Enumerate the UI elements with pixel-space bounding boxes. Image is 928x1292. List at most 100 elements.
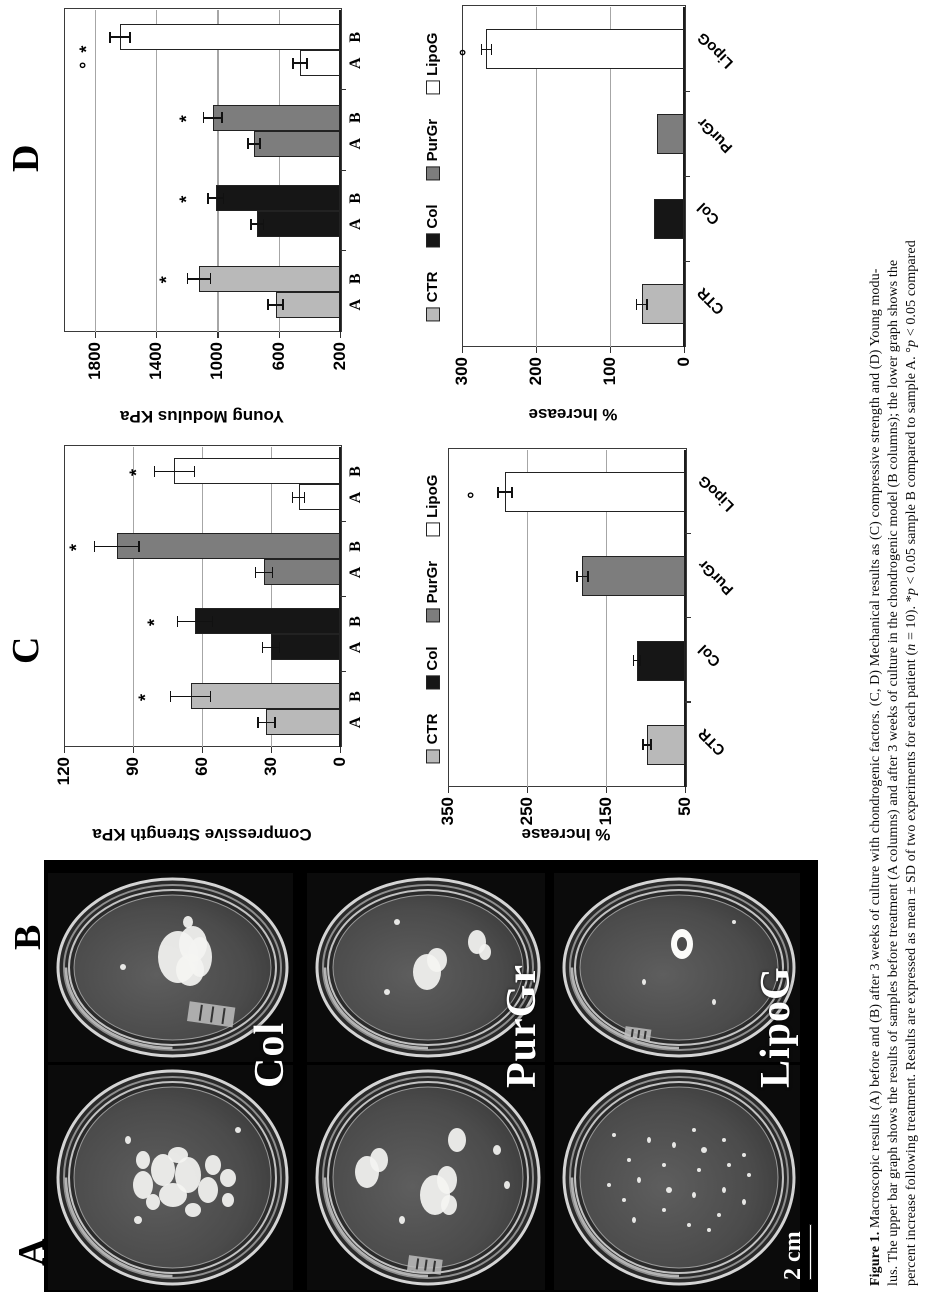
c_lower-LipoG-error-cap-top: [496, 486, 499, 498]
scale-bar: 2 cm: [780, 1224, 812, 1280]
d_upper-ytick-label-1400: 1400: [146, 342, 165, 380]
c_upper-CTR-A-error-bar: [257, 721, 276, 724]
d_lower-bar-Col: [654, 199, 684, 240]
caption-text: = 10). *: [904, 595, 919, 644]
c_upper-LipoG-B-error-cap-bottom: [193, 466, 196, 477]
legend-swatch-lipog: [425, 80, 440, 95]
c_lower-ytick-350: [448, 787, 450, 793]
d_upper-Col-significance-marker: *: [176, 193, 197, 203]
d_lower-category-label-LipoG: LipoG: [694, 29, 737, 73]
caption-text: p: [904, 339, 919, 347]
photo-row-label-purgr: PurGr: [499, 964, 545, 1088]
petri-dish-image: [56, 877, 289, 1058]
d_upper-PurGr-A-error-cap-top: [247, 138, 249, 150]
d_lower-category-tick-3: [684, 90, 690, 92]
caption-text: percent increase following treatment. Re…: [904, 650, 919, 1286]
c_upper-Col-A-error-cap-top: [261, 642, 264, 653]
c_lower-bar-PurGr: [582, 556, 685, 597]
c_lower-category-tick-3: [685, 532, 691, 535]
c_upper-PurGr-B-error-cap-bottom: [138, 541, 140, 552]
panel-label-d: D: [5, 144, 47, 172]
d_upper-PurGr-B-error-bar: [202, 116, 223, 119]
d_lower-ytick-0: [684, 347, 686, 353]
c_upper-LipoG-A-error-cap-bottom: [303, 492, 306, 503]
petri-dish-image: [562, 1069, 796, 1286]
legend-swatch-col: [425, 675, 440, 690]
d_lower-LipoG-significance-marker: °: [456, 46, 477, 57]
caption-line-1: Figure 1. Macroscopic results (A) before…: [868, 4, 884, 1286]
c_lower-bar-Col: [636, 640, 685, 681]
d_lower-ytick-100: [610, 347, 612, 353]
c_upper-category-tick-1: [340, 670, 346, 672]
d_upper-bar-Col-B: [215, 185, 340, 212]
d_upper-bar-CTR-B: [198, 265, 340, 292]
c_lower-category-label-PurGr: PurGr: [695, 556, 738, 599]
photo-a-purgr: [307, 1065, 545, 1290]
d_upper-bar-PurGr-B: [212, 104, 340, 131]
d_upper-LipoG-B-error-cap-bottom: [129, 31, 131, 43]
c_upper-PurGr-A-error-cap-top: [254, 567, 257, 578]
d_upper-Col-B-error-cap-bottom: [222, 192, 225, 204]
d_upper-LipoG-A-error-cap-bottom: [306, 57, 308, 69]
d_upper-ytick-label-1800: 1800: [84, 342, 104, 380]
d_lower-bar-LipoG: [486, 29, 684, 70]
petri-dish-image: [315, 877, 541, 1058]
d_upper-bar-label-CTR-A: A: [347, 298, 364, 311]
c_upper-CTR-B-error-cap-bottom: [209, 691, 212, 702]
d_lower-category-label-CTR: CTR: [694, 284, 728, 319]
scale-bar-text: 2 cm: [780, 1231, 806, 1280]
c_upper-CTR-A-error-cap-top: [257, 717, 259, 728]
legend-item-ctr: CTR: [424, 714, 441, 764]
d_upper-bar-label-Col-B: B: [347, 192, 364, 204]
scale-bar-line: [809, 1224, 812, 1280]
d_lower-ytick-300: [462, 347, 464, 353]
photo-row-label-lipog: LipoG: [753, 966, 799, 1088]
c_upper-ytick-0: [340, 747, 342, 753]
d_upper-CTR-B-error-cap-bottom: [209, 273, 212, 285]
c_upper-bar-CTR-A: [266, 709, 340, 736]
c_upper-LipoG-B-error-bar: [153, 470, 196, 473]
caption-text: < 0.05 compared: [904, 240, 919, 340]
d_lower-ytick-label-300: 300: [452, 357, 471, 386]
c_lower-bar-CTR: [647, 724, 685, 765]
c_upper-ytick-label-120: 120: [54, 757, 73, 786]
d_upper-gridline-1400: [156, 10, 158, 332]
photo-b-col: [48, 873, 293, 1062]
c_lower-LipoG-significance-marker: °: [464, 489, 485, 499]
caption-text: lus. The upper bar graph shows the resul…: [886, 259, 901, 1286]
c_upper-ytick-label-90: 90: [123, 757, 142, 776]
c_lower-Col-error-cap-top: [632, 655, 635, 667]
petri-dish-image: [315, 1069, 541, 1286]
legend-swatch-purgr: [425, 608, 440, 623]
c_upper-bar-label-LipoG-A: A: [347, 491, 364, 504]
d_upper-CTR-B-error-bar: [186, 277, 212, 280]
legend-item-purgr: PurGr: [424, 119, 441, 181]
legend-swatch-ctr: [425, 749, 440, 764]
d_upper-CTR-significance-marker: *: [156, 274, 177, 284]
c_upper-ytick-label-0: 0: [330, 757, 349, 767]
c_upper-CTR-B-error-bar: [169, 695, 212, 698]
d_upper-PurGr-significance-marker: *: [176, 113, 197, 123]
legend-label: Col: [424, 204, 441, 229]
c_lower-bar-LipoG: [504, 472, 685, 513]
caption-text: p: [904, 588, 919, 596]
d_upper-CTR-B-error-cap-top: [186, 273, 189, 285]
c_upper-bar-label-PurGr-B: B: [347, 541, 364, 552]
d_upper-Col-A-error-cap-bottom: [262, 218, 265, 230]
d_upper-ytick-1400: [156, 332, 158, 338]
c_lower-category-label-Col: Col: [695, 640, 725, 670]
legend-label: CTR: [424, 271, 441, 303]
d_upper-ytick-label-600: 600: [268, 342, 288, 371]
d_upper-category-tick-2: [340, 169, 346, 171]
c_upper-CTR-A-error-cap-bottom: [274, 717, 276, 728]
d_upper-bar-label-LipoG-B: B: [347, 31, 364, 43]
photo-b-lipog: [554, 873, 800, 1062]
c_lower-ytick-50: [685, 787, 687, 793]
legend-c: CTR Col PurGr LipoG: [424, 475, 441, 764]
c_upper-ytick-120: [64, 747, 66, 753]
legend-item-lipog: LipoG: [424, 475, 441, 537]
d_upper-ytick-label-1000: 1000: [207, 342, 227, 380]
d_upper-axis-title: Young Modulus KPa: [119, 407, 285, 426]
